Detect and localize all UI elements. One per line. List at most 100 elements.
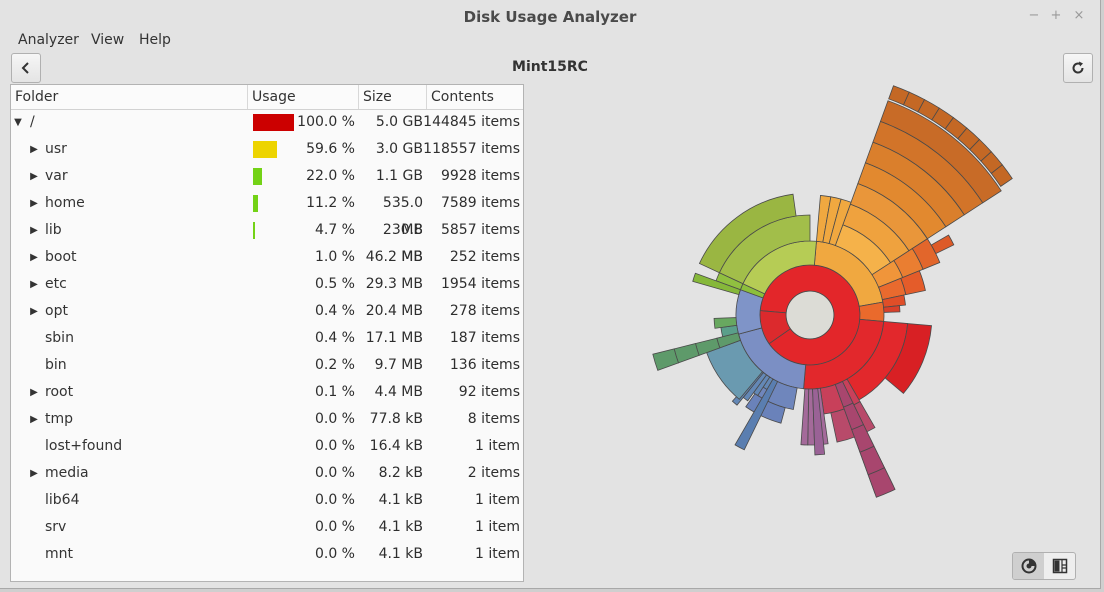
folder-name: lib <box>45 222 62 238</box>
ring-segment-usr[interactable] <box>930 234 955 255</box>
usage-percent: 0.4 % <box>314 330 355 346</box>
usage-percent: 11.2 % <box>306 195 355 211</box>
ring-segment-usr[interactable] <box>883 305 901 313</box>
folder-size: 4.4 MB <box>374 384 423 400</box>
table-row[interactable]: ▶ media 0.0 % 8.2 kB 2 items <box>11 460 523 487</box>
ring-segment-lib[interactable] <box>692 272 741 296</box>
ring-segment-var[interactable] <box>812 388 826 456</box>
table-row[interactable]: ▼ / 100.0 % 5.0 GB 144845 items <box>11 109 523 136</box>
ring-segment-usr[interactable] <box>879 100 1002 204</box>
ring-segment-home[interactable] <box>652 348 679 371</box>
expand-arrow-icon[interactable]: ▶ <box>30 387 38 398</box>
column-header-size[interactable]: Size <box>359 85 427 109</box>
usage-percent: 4.7 % <box>314 222 355 238</box>
folder-size: 5.0 GB <box>375 114 423 130</box>
close-button[interactable]: × <box>1073 8 1085 23</box>
column-header-usage[interactable]: Usage <box>248 85 359 109</box>
maximize-button[interactable]: + <box>1050 8 1062 23</box>
table-row[interactable]: lost+found 0.0 % 16.4 kB 1 item <box>11 433 523 460</box>
menu-help[interactable]: Help <box>139 32 171 48</box>
expand-arrow-icon[interactable]: ▶ <box>30 198 38 209</box>
folder-size: 3.0 GB <box>375 141 423 157</box>
expand-arrow-icon[interactable]: ▶ <box>30 171 38 182</box>
ring-segment-usr[interactable] <box>900 270 926 296</box>
back-arrow-icon <box>21 62 29 74</box>
table-row[interactable]: ▶ usr 59.6 % 3.0 GB 118557 items <box>11 136 523 163</box>
ring-segment-home[interactable] <box>713 317 738 329</box>
column-header-folder[interactable]: Folder <box>11 85 248 109</box>
collapse-arrow-icon[interactable]: ▼ <box>14 117 22 128</box>
folder-size: 20.4 MB <box>365 303 423 319</box>
ring-segment-var[interactable] <box>800 388 810 446</box>
menu-view[interactable]: View <box>91 32 125 48</box>
column-header-contents[interactable]: Contents <box>431 89 494 105</box>
folder-size: 535.0 MB <box>382 195 423 238</box>
table-row[interactable]: lib64 0.0 % 4.1 kB 1 item <box>11 487 523 514</box>
table-row[interactable]: ▶ var 22.0 % 1.1 GB 9928 items <box>11 163 523 190</box>
rings-chart-svg[interactable] <box>530 84 1096 582</box>
table-row[interactable]: ▶ root 0.1 % 4.4 MB 92 items <box>11 379 523 406</box>
menu-analyzer[interactable]: Analyzer <box>18 32 79 48</box>
ring-segment-var[interactable] <box>867 467 896 498</box>
folder-tree-view[interactable]: Folder Usage Size Contents ▼ / 100.0 % 5.0 … <box>10 84 524 582</box>
folder-size: 77.8 kB <box>369 411 423 427</box>
rings-chart[interactable] <box>530 84 1096 582</box>
usage-percent: 100.0 % <box>297 114 355 130</box>
refresh-button[interactable] <box>1063 53 1093 83</box>
tree-header: Folder Usage Size Contents <box>11 85 523 110</box>
usage-percent: 0.1 % <box>314 384 355 400</box>
folder-contents: 1 item <box>475 492 520 508</box>
chart-mode-switch <box>1012 552 1076 580</box>
table-row[interactable]: srv 0.0 % 4.1 kB 1 item <box>11 514 523 541</box>
minimize-button[interactable]: − <box>1028 8 1040 23</box>
folder-name: bin <box>45 357 67 373</box>
ring-segment-usr[interactable] <box>990 164 1013 187</box>
rings-view-button[interactable] <box>1013 553 1044 579</box>
back-button[interactable] <box>11 53 41 83</box>
expand-arrow-icon[interactable]: ▶ <box>30 144 38 155</box>
treemap-view-button[interactable] <box>1044 553 1075 579</box>
folder-size: 9.7 MB <box>374 357 423 373</box>
folder-contents: 187 items <box>449 330 520 346</box>
ring-segment-var[interactable] <box>884 323 932 394</box>
expand-arrow-icon[interactable]: ▶ <box>30 468 38 479</box>
usage-bar <box>253 141 277 158</box>
folder-size: 4.1 kB <box>378 546 423 562</box>
table-row[interactable]: ▶ tmp 0.0 % 77.8 kB 8 items <box>11 406 523 433</box>
table-row[interactable]: ▶ lib 4.7 % 230.8 MB 5857 items <box>11 217 523 265</box>
folder-contents: 1954 items <box>440 276 520 292</box>
table-row[interactable]: ▶ boot 1.0 % 46.2 MB 252 items <box>11 244 523 271</box>
usage-bar <box>253 195 258 212</box>
ring-segment-usr[interactable] <box>828 198 852 246</box>
expand-arrow-icon[interactable]: ▶ <box>30 252 38 263</box>
folder-size: 29.3 MB <box>365 276 423 292</box>
folder-name: etc <box>45 276 67 292</box>
usage-percent: 59.6 % <box>306 141 355 157</box>
title-bar[interactable]: Disk Usage Analyzer − + × <box>0 0 1100 30</box>
table-row[interactable]: bin 0.2 % 9.7 MB 136 items <box>11 352 523 379</box>
table-row[interactable]: ▶ opt 0.4 % 20.4 MB 278 items <box>11 298 523 325</box>
ring-segment-lib[interactable] <box>715 272 744 291</box>
folder-contents: 1 item <box>475 519 520 535</box>
table-row[interactable]: ▶ etc 0.5 % 29.3 MB 1954 items <box>11 271 523 298</box>
ring-segment-home[interactable] <box>734 378 779 451</box>
refresh-icon <box>1072 61 1084 74</box>
folder-name: lib64 <box>45 492 80 508</box>
expand-arrow-icon[interactable]: ▶ <box>30 225 38 236</box>
expand-arrow-icon[interactable]: ▶ <box>30 279 38 290</box>
folder-contents: 118557 items <box>423 141 520 157</box>
ring-segment-lib[interactable] <box>698 193 797 274</box>
usage-bar <box>253 114 294 131</box>
folder-size: 17.1 MB <box>365 330 423 346</box>
menu-bar: Analyzer View Help <box>0 30 1100 52</box>
toolbar: Mint15RC <box>0 52 1100 84</box>
expand-arrow-icon[interactable]: ▶ <box>30 414 38 425</box>
table-row[interactable]: mnt 0.0 % 4.1 kB 1 item <box>11 541 523 568</box>
folder-contents: 252 items <box>449 249 520 265</box>
ring-segment-home[interactable] <box>673 343 700 364</box>
expand-arrow-icon[interactable]: ▶ <box>30 306 38 317</box>
table-row[interactable]: ▶ home 11.2 % 535.0 MB 7589 items <box>11 190 523 238</box>
table-row[interactable]: sbin 0.4 % 17.1 MB 187 items <box>11 325 523 352</box>
usage-percent: 1.0 % <box>314 249 355 265</box>
